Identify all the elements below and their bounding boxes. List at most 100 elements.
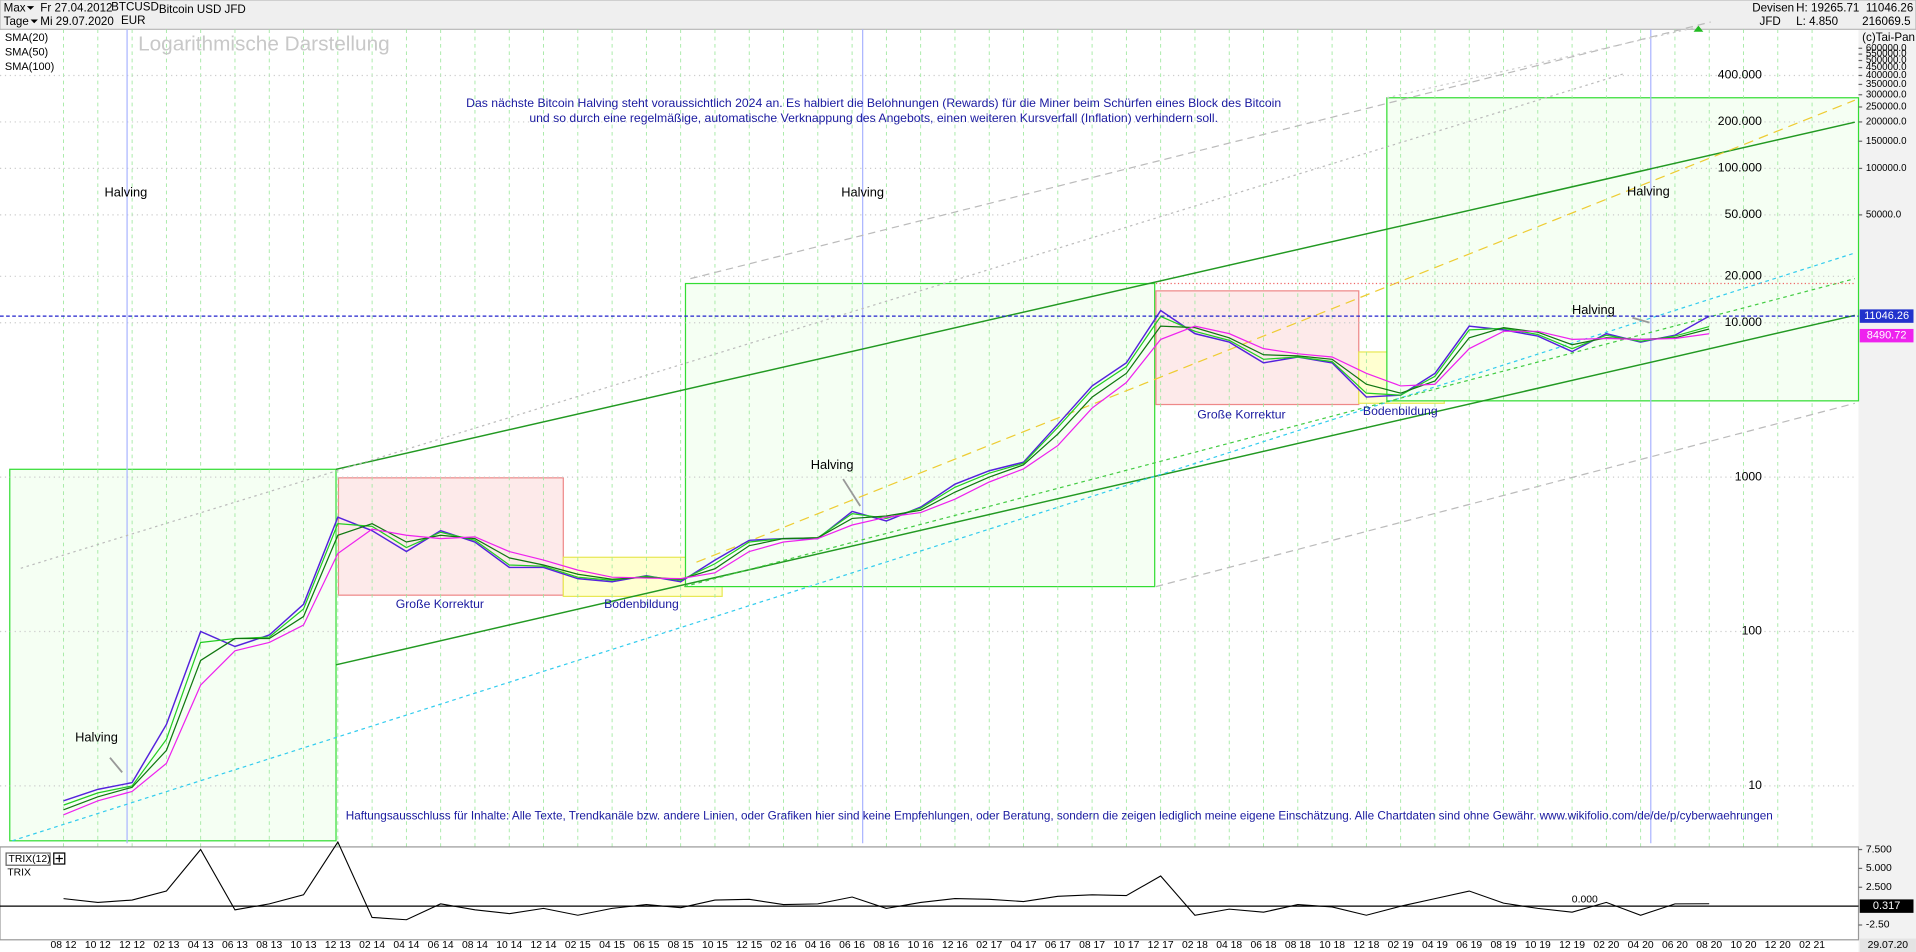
extra-value: 216069.5 [1862,15,1910,28]
y-tick-label: 50000.0 [1866,209,1902,220]
y-tick-label: 10.000 [1725,315,1763,329]
x-tick-label: 12 12 [119,940,145,951]
legend-entry: SMA(50) [5,46,48,58]
x-tick-label: 04 17 [1011,940,1037,951]
annotation: Halving [1627,183,1670,198]
x-tick-label: 10 15 [702,940,728,951]
range-select[interactable]: Max [4,2,26,15]
annotation: Halving [75,730,118,745]
x-tick-label: 02 15 [565,940,591,951]
last-date: 29.07.20 [1868,940,1909,951]
x-tick-label: 12 14 [531,940,557,951]
x-tick-label: 02 17 [976,940,1002,951]
x-tick-label: 02 18 [1182,940,1208,951]
x-tick-label: 04 20 [1628,940,1654,951]
annotation: Große Korrektur [396,597,484,611]
subplot-title: TRIX(12) [9,854,51,865]
interval-select[interactable]: Tage [4,15,29,28]
annotation: Das nächste Bitcoin Halving steht voraus… [466,96,1281,110]
x-tick-label: 12 18 [1353,940,1379,951]
value-label: 0.317 [1873,900,1900,912]
y-tick-label: 400.000 [1718,68,1762,82]
y-tick-label: 100.000 [1718,161,1762,175]
value-box [1859,328,1914,343]
x-tick-label: 02 19 [1388,940,1414,951]
y-tick-label: 450000.0 [1866,62,1907,73]
currency: EUR [121,14,145,27]
annotation: Halving [811,457,854,472]
legend-entry: SMA(20) [5,32,48,44]
chart-title: Bitcoin USD JFD [159,3,246,16]
x-tick-label: 12 16 [942,940,968,951]
annotation: Halving [1572,302,1615,317]
y-tick-label: 400000.0 [1866,70,1907,81]
x-tick-label: 08 17 [1079,940,1105,951]
x-tick-label: 08 15 [668,940,694,951]
value-label: 8490.72 [1867,330,1907,342]
x-tick-label: 08 16 [873,940,899,951]
x-tick-label: 10 16 [908,940,934,951]
x-tick-label: 06 18 [1251,940,1277,951]
x-tick-label: 10 12 [85,940,111,951]
y-tick-label: 50.000 [1725,207,1763,221]
x-tick-label: 12 15 [736,940,762,951]
trix-panel [0,846,1860,941]
y-tick-label: 200000.0 [1866,117,1907,128]
x-tick-label: 10 13 [291,940,317,951]
x-tick-label: 10 20 [1731,940,1757,951]
annotation: Bodenbildung [604,597,679,611]
x-tick-label: 04 18 [1216,940,1242,951]
y-tick-label: 350000.0 [1866,79,1907,90]
y-tick-label: 20.000 [1725,269,1763,283]
y-tick-label: 500000.0 [1866,55,1907,66]
trend-lines [12,21,1856,844]
x-tick-label: 04 14 [393,940,419,951]
last-price: 11046.26 [1866,2,1913,15]
x-tick-label: 12 13 [325,940,351,951]
right-axis-panel [1858,0,1916,952]
y-tick-label: 250000.0 [1866,102,1907,113]
annotation: Halving [841,184,884,199]
start-date: Fr 27.04.2012 [40,2,112,15]
disclaimer: Haftungsausschluss für Inhalte: Alle Tex… [346,809,1773,822]
x-tick-label: 02 21 [1799,940,1825,951]
x-tick-label: 06 15 [633,940,659,951]
x-tick-label: 12 17 [1148,940,1174,951]
boxes [9,97,1860,842]
value-box [1859,309,1914,323]
x-tick-label: 02 20 [1593,940,1619,951]
series-line [63,309,1710,802]
y-tick-label: 2.500 [1866,882,1892,893]
y-tick-label: 10 [1748,778,1762,792]
x-tick-label: 04 19 [1422,940,1448,951]
x-tick-label: 06 20 [1662,940,1688,951]
x-tick-label: 08 18 [1285,940,1311,951]
y-tick-label: 300000.0 [1866,89,1907,100]
subplot-label: TRIX [7,867,31,878]
series-line [63,325,1710,811]
high: H: 19265.71 [1796,2,1859,15]
x-tick-label: 04 16 [805,940,831,951]
chart-subtitle: Logarithmische Darstellung [138,33,390,56]
annotation: und so durch eine regelmäßige, automatis… [529,111,1218,125]
y-tick-label: -2.50 [1866,920,1890,931]
copyright: (c)Tai-Pan [1862,31,1915,44]
annotation: Bodenbildung [1363,404,1438,418]
y-tick-label: 550000.0 [1866,49,1907,60]
y-tick-label: 600000.0 [1866,43,1907,54]
x-tick-label: 10 14 [496,940,522,951]
x-tick-label: 08 14 [462,940,488,951]
zero-line-label: 0.000 [1572,895,1598,906]
x-tick-label: 08 19 [1491,940,1517,951]
x-tick-label: 02 13 [153,940,179,951]
x-tick-label: 06 16 [839,940,865,951]
x-tick-label: 06 13 [222,940,248,951]
x-tick-label: 06 17 [1045,940,1071,951]
market: Devisen [1752,2,1794,15]
x-tick-label: 02 16 [771,940,797,951]
x-tick-label: 08 12 [51,940,77,951]
x-tick-label: 06 14 [428,940,454,951]
value-label: 11046.26 [1864,310,1909,322]
x-tick-label: 08 20 [1696,940,1722,951]
x-tick-label: 04 13 [188,940,214,951]
